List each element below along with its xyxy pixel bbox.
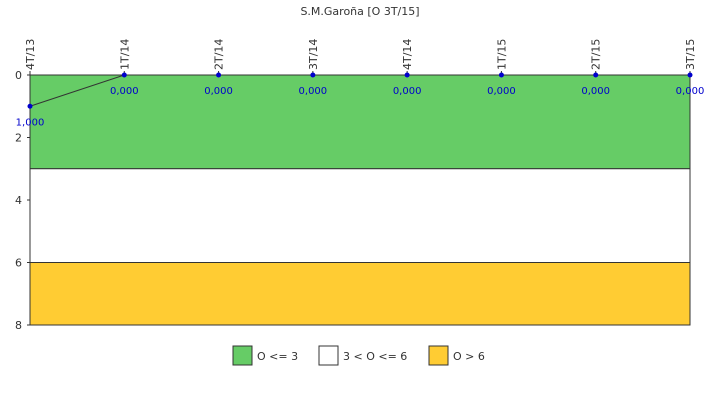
data-point xyxy=(310,72,316,78)
data-label: 0,000 xyxy=(204,86,233,97)
data-label: 0,000 xyxy=(110,86,139,97)
legend-label-2: O > 6 xyxy=(453,350,485,363)
data-point xyxy=(593,72,599,78)
data-point xyxy=(121,72,127,78)
data-point xyxy=(687,72,693,78)
band-1 xyxy=(29,168,691,263)
data-point xyxy=(27,103,33,109)
x-tick-label: 2T/15 xyxy=(590,39,603,70)
y-tick-label: 0 xyxy=(15,69,22,82)
x-tick-label: 3T/14 xyxy=(307,39,320,70)
x-tick-label: 1T/15 xyxy=(495,39,508,70)
legend-swatch-0 xyxy=(232,345,253,366)
x-tick-label: 3T/15 xyxy=(684,39,697,70)
data-label: 0,000 xyxy=(487,86,516,97)
chart-title: S.M.Garoña [O 3T/15] xyxy=(300,5,419,18)
x-tick-label: 4T/14 xyxy=(401,39,414,70)
data-label: 1,000 xyxy=(16,117,45,128)
y-tick-label: 6 xyxy=(15,257,22,270)
data-point xyxy=(404,72,410,78)
y-tick-label: 2 xyxy=(15,132,22,145)
band-2 xyxy=(29,262,691,326)
legend: O <= 3 3 < O <= 6 O > 6 xyxy=(232,345,485,366)
x-tick-label: 2T/14 xyxy=(213,39,226,70)
data-label: 0,000 xyxy=(393,86,422,97)
data-label: 0,000 xyxy=(299,86,328,97)
legend-label-0: O <= 3 xyxy=(257,350,298,363)
y-tick-label: 4 xyxy=(15,194,22,207)
y-tick-label: 8 xyxy=(15,319,22,332)
legend-swatch-1 xyxy=(318,345,339,366)
threshold-bands xyxy=(29,74,691,326)
data-point xyxy=(216,72,222,78)
data-point xyxy=(498,72,504,78)
series-line xyxy=(29,74,690,107)
band-0 xyxy=(29,74,691,170)
data-label: 0,000 xyxy=(676,86,705,97)
series: 1,000 0,000 0,000 0,000 0,000 0,000 0,000 0,000 xyxy=(16,72,705,128)
x-tick-label: 1T/14 xyxy=(118,39,131,70)
legend-swatch-2 xyxy=(428,345,449,366)
x-tick-label: 4T/13 xyxy=(24,39,37,70)
legend-label-1: 3 < O <= 6 xyxy=(343,350,407,363)
data-label: 0,000 xyxy=(581,86,610,97)
